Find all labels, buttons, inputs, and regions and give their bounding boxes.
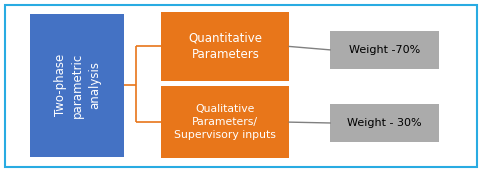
Text: Qualitative
Parameters/
Supervisory inputs: Qualitative Parameters/ Supervisory inpu… [174,104,276,140]
FancyBboxPatch shape [161,12,289,81]
FancyBboxPatch shape [30,14,124,157]
Text: Weight - 30%: Weight - 30% [347,118,422,128]
FancyBboxPatch shape [330,31,439,69]
FancyBboxPatch shape [161,86,289,158]
Text: Quantitative
Parameters: Quantitative Parameters [188,31,262,61]
FancyBboxPatch shape [330,104,439,142]
Text: Two-phase
parametric
analysis: Two-phase parametric analysis [54,52,101,118]
Text: Weight -70%: Weight -70% [349,45,420,55]
